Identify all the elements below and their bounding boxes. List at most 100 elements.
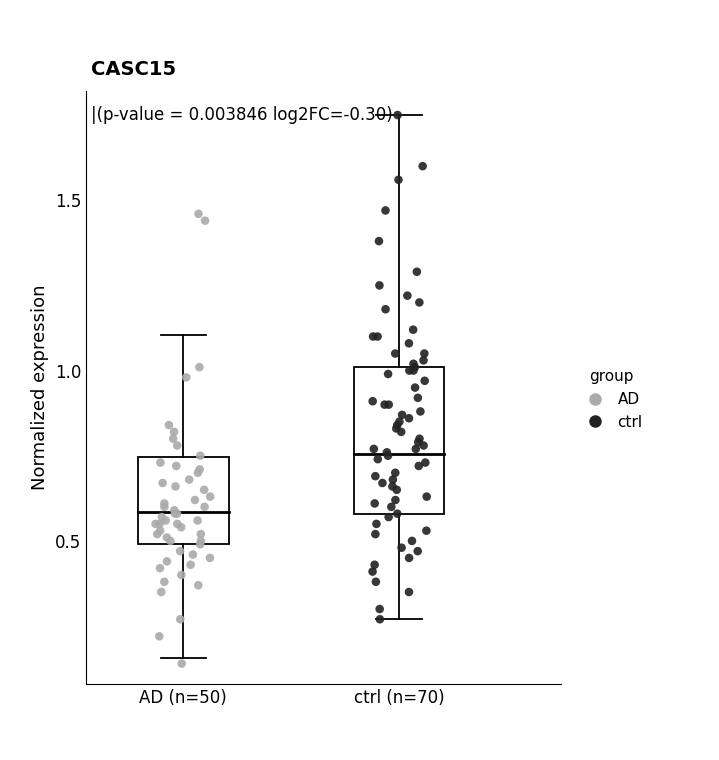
Point <box>412 391 423 404</box>
Point <box>180 372 192 384</box>
Point <box>170 508 181 520</box>
Point <box>156 511 168 523</box>
Point <box>374 613 385 625</box>
Point <box>192 515 203 527</box>
Point <box>372 453 383 465</box>
Point <box>381 446 393 458</box>
Point <box>403 586 415 598</box>
Point <box>161 531 173 543</box>
Point <box>168 426 180 438</box>
Point <box>385 501 397 513</box>
Point <box>373 235 385 247</box>
Point <box>387 473 398 486</box>
Point <box>183 473 195 486</box>
Point <box>189 494 201 506</box>
Point <box>383 450 394 462</box>
Point <box>170 480 181 492</box>
Point <box>195 535 206 547</box>
Point <box>392 109 403 121</box>
Point <box>403 337 415 350</box>
Point <box>379 398 390 410</box>
Point <box>396 409 408 421</box>
Point <box>411 266 423 278</box>
Point <box>370 528 381 540</box>
Point <box>157 477 168 489</box>
Point <box>370 470 381 483</box>
Point <box>402 290 413 302</box>
Point <box>159 576 170 588</box>
Point <box>413 296 425 309</box>
Point <box>155 524 166 537</box>
Point <box>380 204 391 217</box>
Point <box>374 603 385 615</box>
Bar <box>138 458 229 544</box>
Point <box>408 358 419 370</box>
Point <box>383 398 395 410</box>
Point <box>387 480 398 492</box>
Bar <box>354 367 444 514</box>
Point <box>409 382 421 394</box>
Point <box>185 559 196 571</box>
Point <box>380 303 391 315</box>
Point <box>413 432 425 445</box>
Point <box>370 576 382 588</box>
Point <box>421 490 432 502</box>
Point <box>155 586 167 598</box>
Point <box>199 501 211 513</box>
Point <box>408 324 419 336</box>
Point <box>163 419 175 431</box>
Point <box>419 375 431 387</box>
Point <box>198 483 210 496</box>
Point <box>377 477 388 489</box>
Point <box>413 436 424 448</box>
Point <box>394 416 406 428</box>
Point <box>193 579 204 591</box>
Point <box>418 439 429 451</box>
Point <box>171 439 183 451</box>
Point <box>383 511 395 523</box>
Point <box>175 521 187 534</box>
Point <box>372 331 383 343</box>
Point <box>168 504 180 516</box>
Point <box>175 569 187 581</box>
Point <box>150 518 161 530</box>
Point <box>374 280 385 292</box>
Point <box>390 494 401 506</box>
Point <box>418 354 429 366</box>
Point <box>369 559 380 571</box>
Point <box>393 174 404 186</box>
Legend: AD, ctrl: AD, ctrl <box>573 363 649 435</box>
Point <box>168 432 179 445</box>
Point <box>417 160 429 173</box>
Point <box>410 443 421 455</box>
Point <box>171 508 183 520</box>
Point <box>408 365 419 377</box>
Point <box>371 518 383 530</box>
Point <box>154 518 165 530</box>
Point <box>193 361 205 373</box>
Text: |(p-value = 0.003846 log2FC=-0.30): |(p-value = 0.003846 log2FC=-0.30) <box>91 106 393 124</box>
Point <box>391 483 403 496</box>
Point <box>418 347 430 359</box>
Point <box>159 497 170 509</box>
Point <box>172 518 183 530</box>
Text: CASC15: CASC15 <box>91 60 176 79</box>
Point <box>154 630 165 642</box>
Point <box>193 207 204 220</box>
Point <box>367 565 378 578</box>
Point <box>176 657 188 670</box>
Point <box>195 528 206 540</box>
Point <box>161 556 173 568</box>
Point <box>152 528 163 540</box>
Point <box>199 214 211 226</box>
Point <box>406 535 418 547</box>
Point <box>369 497 380 509</box>
Point <box>367 395 378 407</box>
Point <box>159 501 170 513</box>
Point <box>165 535 176 547</box>
Point <box>390 467 401 479</box>
Point <box>391 419 403 431</box>
Point <box>154 562 165 575</box>
Point <box>412 545 423 557</box>
Point <box>160 515 171 527</box>
